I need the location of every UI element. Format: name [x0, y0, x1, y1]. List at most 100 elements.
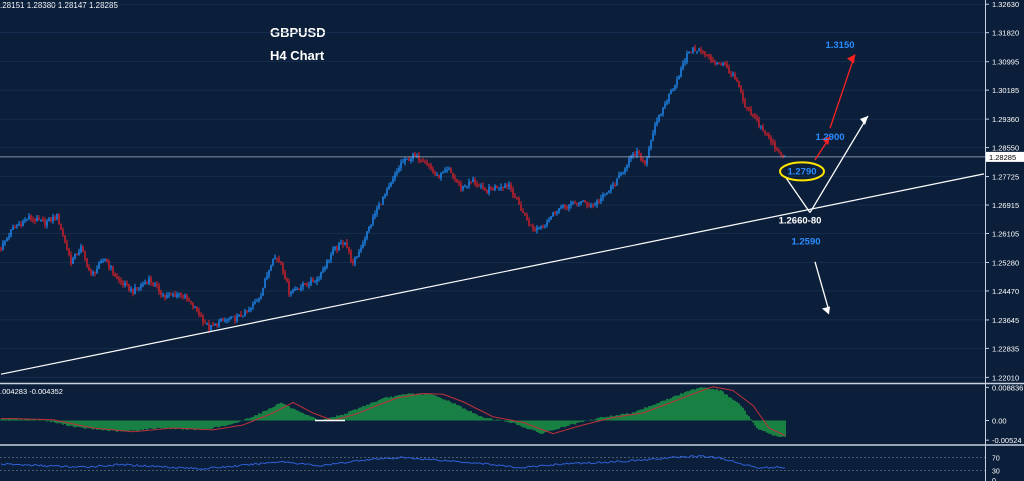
candle-body	[256, 300, 258, 302]
candle-body	[168, 294, 170, 296]
candle-body	[226, 319, 228, 321]
candle-body	[498, 187, 500, 189]
candle-body	[68, 249, 70, 255]
candle-body	[470, 181, 472, 183]
candle-body	[60, 224, 62, 231]
candle-body	[104, 259, 106, 261]
candle-body	[204, 322, 206, 324]
candle-body	[328, 260, 330, 262]
candle-body	[514, 195, 516, 198]
candle-body	[400, 162, 402, 169]
candle-body	[324, 267, 326, 270]
candle-body	[694, 47, 696, 52]
candle-body	[508, 184, 510, 187]
candle-body	[70, 254, 72, 264]
candle-body	[720, 64, 722, 66]
y-tick-label: 1.30185	[992, 86, 1019, 95]
candle-body	[722, 63, 724, 66]
candle-body	[404, 158, 406, 163]
candle-body	[230, 316, 232, 320]
candle-body	[630, 155, 632, 159]
candle-body	[268, 270, 270, 276]
candle-body	[632, 153, 634, 156]
candle-body	[236, 316, 238, 322]
candle-body	[396, 171, 398, 174]
candle-body	[584, 200, 586, 203]
candle-body	[520, 204, 522, 211]
candle-body	[772, 141, 774, 143]
candle-body	[192, 302, 194, 308]
candle-body	[700, 49, 702, 52]
candle-body	[310, 279, 312, 285]
candle-body	[280, 261, 282, 263]
candle-body	[164, 294, 166, 298]
candle-body	[382, 196, 384, 205]
candle-body	[244, 310, 246, 317]
candle-body	[532, 225, 534, 230]
candle-body	[552, 212, 554, 217]
candle-body	[166, 295, 168, 298]
candle-body	[714, 62, 716, 64]
candle-body	[672, 89, 674, 91]
candle-body	[660, 114, 662, 116]
candle-body	[418, 155, 420, 161]
candle-body	[740, 86, 742, 93]
candle-body	[702, 51, 704, 53]
candle-body	[362, 243, 364, 249]
candle-body	[298, 289, 300, 291]
candle-body	[40, 219, 42, 221]
candle-body	[46, 221, 48, 226]
candle-body	[28, 215, 30, 220]
candle-body	[444, 170, 446, 173]
ohlc-readout: .28151 1.28380 1.28147 1.28285	[0, 1, 118, 10]
candle-body	[432, 168, 434, 173]
candle-body	[744, 100, 746, 107]
candle-body	[176, 294, 178, 297]
candle-body	[6, 238, 8, 241]
y-tick-label: 0.008836	[992, 383, 1023, 392]
candle-body	[732, 73, 734, 75]
candle-body	[262, 287, 264, 296]
candle-body	[452, 172, 454, 177]
candle-body	[308, 284, 310, 286]
candle-body	[628, 158, 630, 166]
candle-body	[312, 279, 314, 283]
candle-body	[430, 165, 432, 169]
candle-body	[78, 251, 80, 255]
candle-body	[24, 219, 26, 222]
candle-body	[472, 179, 474, 182]
y-tick-label: 1.25280	[992, 258, 1019, 267]
candle-body	[656, 120, 658, 125]
candle-body	[390, 182, 392, 187]
candle-body	[32, 219, 34, 221]
candle-body	[458, 182, 460, 184]
candle-body	[638, 151, 640, 154]
candle-body	[648, 148, 650, 158]
candle-body	[56, 213, 58, 220]
candle-body	[590, 205, 592, 207]
candle-body	[506, 184, 508, 187]
y-tick-label: 1.31820	[992, 29, 1019, 38]
candle-body	[190, 301, 192, 303]
candle-body	[344, 242, 346, 245]
candle-body	[116, 276, 118, 279]
candle-body	[774, 142, 776, 149]
candle-body	[160, 291, 162, 295]
candle-body	[278, 259, 280, 262]
candle-body	[408, 158, 410, 161]
y-tick-label: 1.32630	[992, 0, 1019, 9]
candle-body	[428, 164, 430, 166]
candle-body	[578, 203, 580, 205]
candle-body	[272, 259, 274, 266]
annotation-label: 1.2590	[791, 237, 820, 248]
candle-body	[782, 154, 784, 158]
annotation-label: 1.2660-80	[779, 216, 822, 227]
candle-body	[288, 281, 290, 295]
annotation-label: 1.2790	[787, 166, 816, 177]
candle-body	[410, 158, 412, 161]
candle-body	[20, 224, 22, 226]
candle-body	[536, 227, 538, 231]
candle-body	[66, 242, 68, 250]
candle-body	[22, 221, 24, 226]
